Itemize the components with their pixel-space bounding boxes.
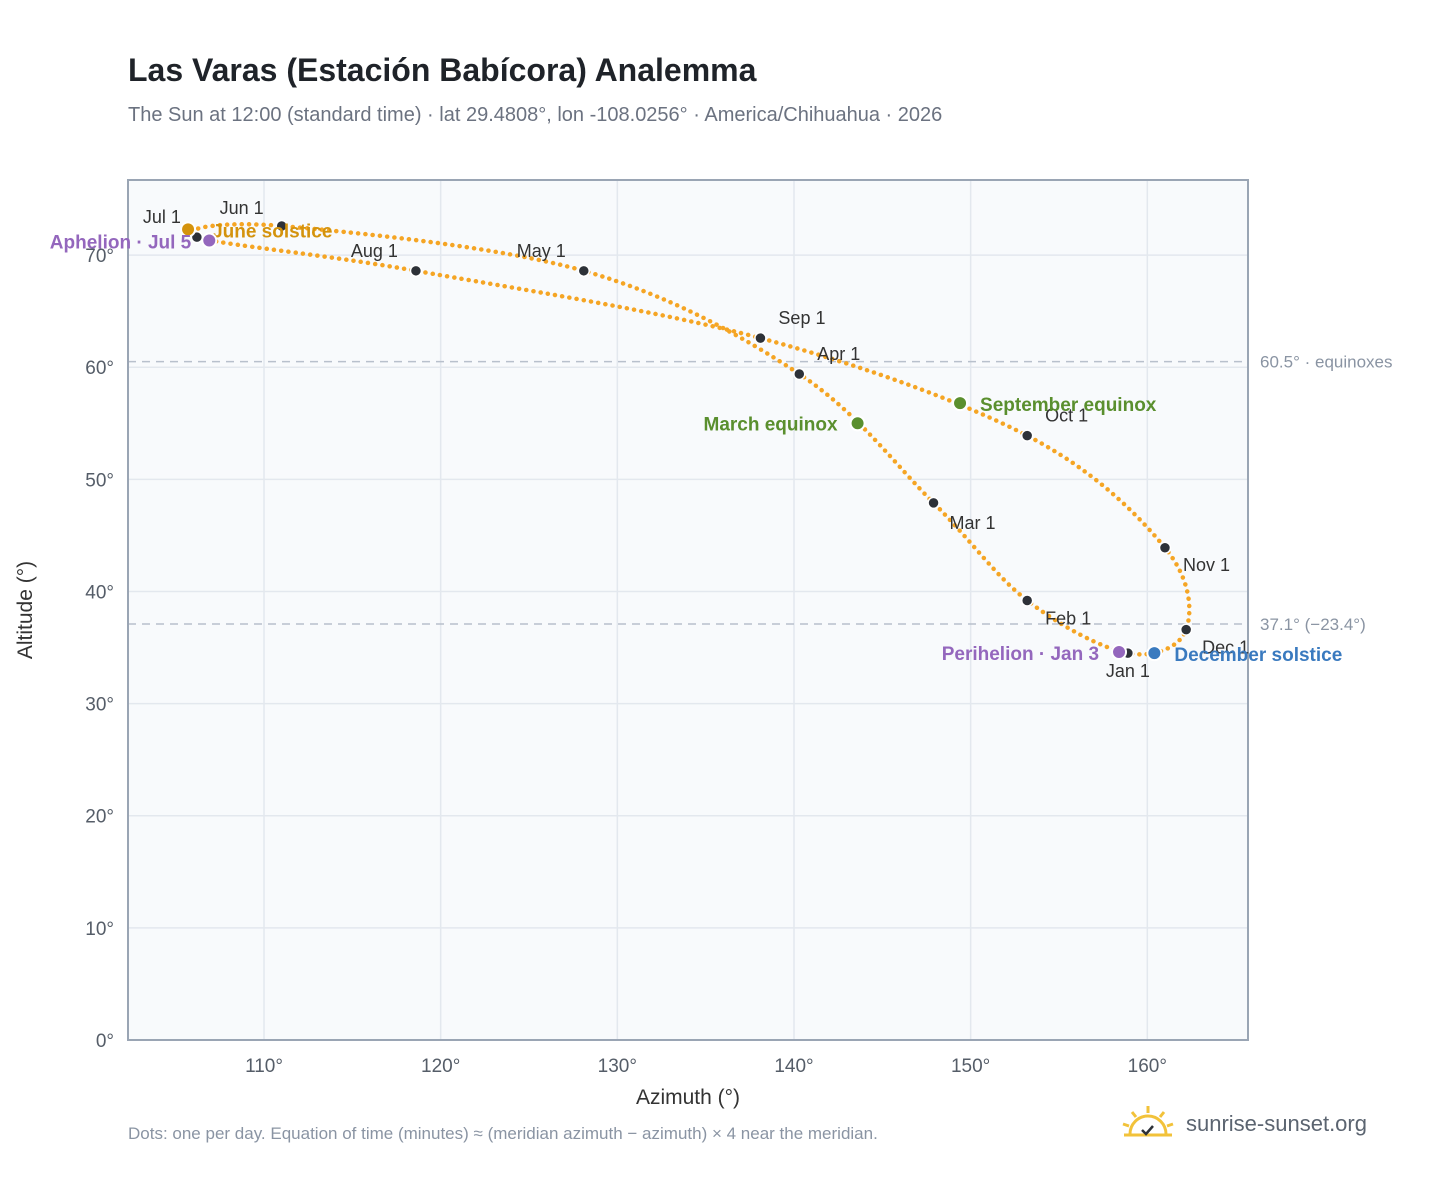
- x-tick-label: 110°: [245, 1056, 283, 1077]
- sun-logo-icon: [1122, 1106, 1174, 1137]
- x-tick-label: 120°: [421, 1056, 460, 1077]
- month-label: Sep 1: [778, 308, 825, 328]
- month-label: Jul 1: [143, 207, 181, 227]
- y-tick-label: 70°: [85, 246, 114, 267]
- y-tick-label: 50°: [85, 470, 114, 491]
- brand[interactable]: sunrise-sunset.org: [1120, 1104, 1367, 1144]
- month-marker: [1020, 594, 1034, 607]
- y-axis-label: Altitude (°): [14, 561, 37, 659]
- month-label: Apr 1: [817, 344, 860, 364]
- y-tick-label: 20°: [85, 807, 114, 828]
- event-marker: [180, 221, 197, 238]
- y-tick-label: 0°: [96, 1031, 114, 1052]
- event-marker: [1146, 645, 1163, 662]
- x-tick-label: 150°: [951, 1056, 990, 1077]
- event-marker: [952, 395, 969, 412]
- month-marker: [1020, 429, 1034, 442]
- month-label: Oct 1: [1045, 406, 1088, 426]
- y-tick-label: 40°: [85, 582, 114, 603]
- month-label: Dec 1: [1202, 638, 1249, 658]
- month-marker: [793, 367, 806, 381]
- month-label: May 1: [517, 241, 566, 261]
- brand-name[interactable]: sunrise-sunset.org: [1186, 1111, 1367, 1136]
- month-label: Aug 1: [351, 241, 398, 261]
- plot-frame: [127, 179, 1249, 1041]
- chart-title: Las Varas (Estación Babícora) Analemma: [128, 52, 757, 88]
- event-label: March equinox: [704, 414, 839, 435]
- event-label: June solstice: [212, 221, 332, 242]
- month-marker: [1179, 623, 1193, 636]
- y-tick-label: 60°: [85, 358, 114, 379]
- event-label: December solstice: [1174, 645, 1342, 666]
- month-marker: [927, 496, 940, 510]
- month-marker: [275, 219, 288, 233]
- chart-subtitle: The Sun at 12:00 (standard time) · lat 2…: [128, 104, 943, 126]
- month-marker: [577, 264, 591, 278]
- reference-line-label: 60.5° · equinoxes: [1260, 353, 1393, 372]
- reference-line-label: 37.1° (−23.4°): [1260, 615, 1366, 634]
- event-label: Aphelion · Jul 5: [50, 233, 192, 254]
- month-label: Jun 1: [220, 198, 264, 218]
- event-marker: [1111, 644, 1128, 661]
- month-label: Nov 1: [1183, 555, 1230, 575]
- month-label: Jan 1: [1106, 661, 1150, 681]
- event-label: September equinox: [980, 395, 1157, 416]
- x-tick-label: 160°: [1128, 1056, 1167, 1077]
- month-marker: [754, 331, 767, 345]
- footnote: Dots: one per day. Equation of time (min…: [128, 1124, 878, 1143]
- month-marker: [1158, 541, 1172, 555]
- y-tick-label: 30°: [85, 695, 114, 716]
- x-tick-label: 130°: [598, 1056, 637, 1077]
- month-label: Feb 1: [1045, 608, 1091, 628]
- month-label: Mar 1: [950, 513, 996, 533]
- month-marker: [409, 264, 423, 278]
- event-marker: [849, 415, 866, 432]
- y-tick-label: 10°: [85, 919, 114, 940]
- x-axis-label: Azimuth (°): [636, 1086, 740, 1109]
- event-label: Perihelion · Jan 3: [942, 644, 1099, 665]
- plot-area: [128, 180, 1248, 1040]
- x-tick-label: 140°: [774, 1056, 813, 1077]
- event-marker: [201, 232, 218, 249]
